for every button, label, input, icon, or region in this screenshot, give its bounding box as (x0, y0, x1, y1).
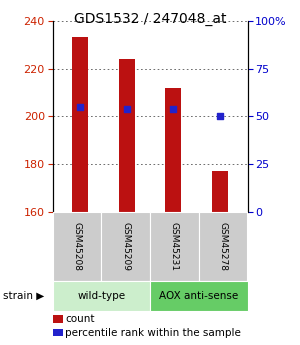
Text: strain ▶: strain ▶ (3, 291, 44, 301)
Point (124, 107, 129, 112)
Text: percentile rank within the sample: percentile rank within the sample (65, 328, 241, 337)
Text: GSM45209: GSM45209 (121, 222, 130, 271)
Point (171, 107, 176, 112)
Text: GSM45278: GSM45278 (219, 222, 228, 271)
Bar (119, 59, 135, 212)
Text: GSM45208: GSM45208 (72, 222, 81, 271)
Bar (165, 88, 181, 212)
Point (78, 104, 83, 110)
Text: wild-type: wild-type (77, 291, 125, 301)
Text: GSM45231: GSM45231 (170, 222, 179, 271)
Bar (72, 38, 88, 212)
Bar (212, 171, 228, 212)
Point (217, 114, 222, 119)
Text: AOX anti-sense: AOX anti-sense (159, 291, 238, 301)
Text: count: count (65, 314, 95, 324)
Text: GDS1532 / 247048_at: GDS1532 / 247048_at (74, 12, 226, 26)
